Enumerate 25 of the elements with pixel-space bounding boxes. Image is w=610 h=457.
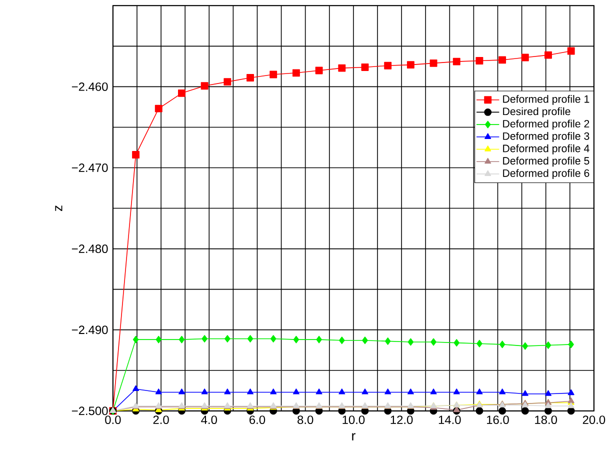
y-tick-label: −2.470 xyxy=(72,163,108,172)
y-tick-label: −2.500 xyxy=(72,406,108,415)
y-tick-label: −2.480 xyxy=(72,244,108,253)
x-tick-label: 20.0 xyxy=(582,415,606,424)
x-tick-label: 2.0 xyxy=(153,415,169,424)
x-tick-label: 6.0 xyxy=(250,415,266,424)
x-tick-label: 16.0 xyxy=(487,415,509,424)
x-tick-label: 12.0 xyxy=(390,415,413,424)
y-axis-title: z xyxy=(55,205,62,211)
y-tick-label: −2.490 xyxy=(72,325,108,334)
x-tick-label: 10.0 xyxy=(342,415,365,424)
x-axis-title: r xyxy=(352,432,356,440)
x-tick-label: 18.0 xyxy=(535,415,558,424)
x-tick-label: 8.0 xyxy=(298,415,314,424)
y-tick-label: −2.460 xyxy=(72,82,108,91)
legend-label: Desired profile xyxy=(503,107,570,118)
x-tick-label: 0.0 xyxy=(105,415,121,424)
x-tick-label: 14.0 xyxy=(438,415,461,424)
legend-label: Deformed profile 6 xyxy=(503,168,590,179)
legend-label: Deformed profile 1 xyxy=(503,94,590,105)
legend-label: Deformed profile 2 xyxy=(503,120,590,130)
legend-label: Deformed profile 3 xyxy=(503,132,590,142)
legend-label: Deformed profile 5 xyxy=(503,156,590,166)
x-tick-label: 4.0 xyxy=(201,415,217,424)
legend-label: Deformed profile 4 xyxy=(503,144,590,154)
